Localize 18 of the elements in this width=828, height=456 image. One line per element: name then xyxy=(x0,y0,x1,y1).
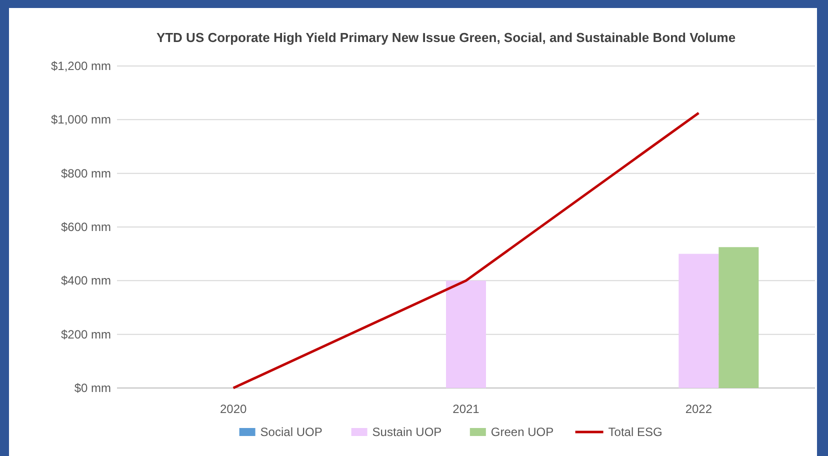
x-tick-label: 2021 xyxy=(452,402,480,416)
y-tick-label: $400 mm xyxy=(60,274,111,288)
bar xyxy=(678,254,719,388)
y-tick-label: $600 mm xyxy=(60,220,111,234)
legend-label: Total ESG xyxy=(608,425,662,439)
bar xyxy=(446,280,486,388)
legend-label: Green UOP xyxy=(490,425,554,439)
legend-label: Social UOP xyxy=(260,425,322,439)
bar xyxy=(718,247,759,388)
chart-title: YTD US Corporate High Yield Primary New Issue Green, Social, and Sustainable Bond Volume xyxy=(156,30,736,45)
y-tick-label: $0 mm xyxy=(74,381,111,395)
y-tick-label: $200 mm xyxy=(60,327,111,342)
y-tick-label: $800 mm xyxy=(60,166,111,180)
x-tick-label: 2020 xyxy=(220,402,248,416)
y-tick-label: $1,200 mm xyxy=(50,59,111,73)
x-tick-label: 2022 xyxy=(685,402,712,416)
legend-label: Sustain UOP xyxy=(372,425,442,439)
y-tick-label: $1,000 mm xyxy=(50,112,111,127)
